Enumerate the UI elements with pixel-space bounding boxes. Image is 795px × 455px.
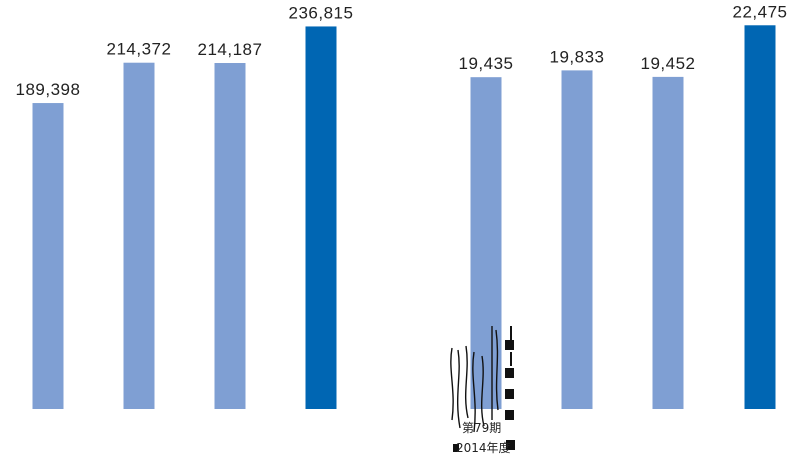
bar-value-label: 19,452 [641,54,696,73]
bar-3 [652,76,684,409]
bar-value-label: 236,815 [289,3,354,22]
bar-2 [123,62,155,410]
bar-value-label: 214,372 [107,40,172,59]
glitch-blocks [453,326,515,452]
bar-value-label: 22,475 [733,2,788,21]
bar-value-label: 214,187 [198,40,263,59]
chart-left: 189,398 214,372 214,187 236,815 [16,3,354,410]
bar-3 [214,63,246,409]
bar-value-label: 189,398 [16,80,81,99]
bar-2 [561,70,593,409]
overlay-line-1: 第79期 [462,421,501,435]
overlay-glyphs: 第79期 2014年度 [450,326,515,455]
bar-4 [744,25,776,409]
chart-right: 19,435 19,833 19,452 22,475 [459,2,788,410]
bar-1 [470,77,502,410]
overlay-line-2: 2014年度 [456,440,511,455]
bar-value-label: 19,833 [550,47,605,66]
bar-1 [32,103,64,410]
glitch-shapes [450,326,499,433]
bar-4 [305,26,337,409]
bar-value-label: 19,435 [459,54,514,73]
